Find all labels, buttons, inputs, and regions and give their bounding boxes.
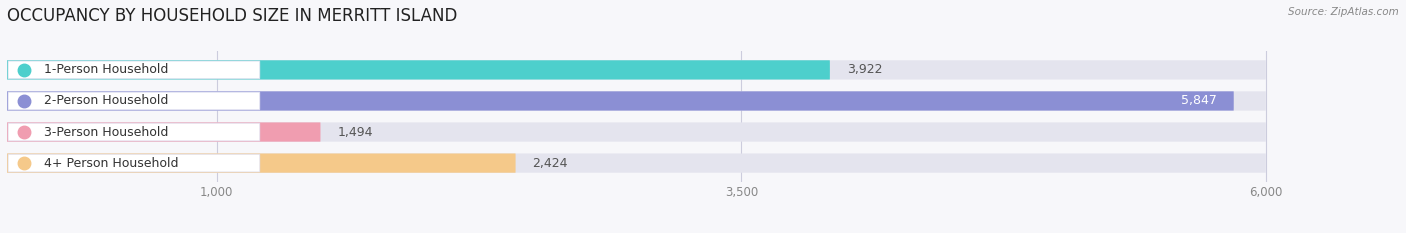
- Text: 4+ Person Household: 4+ Person Household: [44, 157, 179, 170]
- FancyBboxPatch shape: [7, 122, 1265, 142]
- FancyBboxPatch shape: [7, 154, 1265, 173]
- FancyBboxPatch shape: [7, 91, 1233, 111]
- Text: 2,424: 2,424: [533, 157, 568, 170]
- Text: Source: ZipAtlas.com: Source: ZipAtlas.com: [1288, 7, 1399, 17]
- FancyBboxPatch shape: [8, 154, 260, 172]
- FancyBboxPatch shape: [7, 60, 830, 79]
- FancyBboxPatch shape: [7, 91, 1265, 111]
- FancyBboxPatch shape: [8, 92, 260, 110]
- FancyBboxPatch shape: [7, 154, 516, 173]
- FancyBboxPatch shape: [8, 123, 260, 141]
- Text: 3,922: 3,922: [846, 63, 882, 76]
- Text: 5,847: 5,847: [1181, 94, 1218, 107]
- Text: OCCUPANCY BY HOUSEHOLD SIZE IN MERRITT ISLAND: OCCUPANCY BY HOUSEHOLD SIZE IN MERRITT I…: [7, 7, 457, 25]
- Text: 1,494: 1,494: [337, 126, 373, 139]
- Text: 1-Person Household: 1-Person Household: [44, 63, 169, 76]
- FancyBboxPatch shape: [7, 122, 321, 142]
- FancyBboxPatch shape: [8, 61, 260, 79]
- Text: 3-Person Household: 3-Person Household: [44, 126, 169, 139]
- FancyBboxPatch shape: [7, 60, 1265, 79]
- Text: 2-Person Household: 2-Person Household: [44, 94, 169, 107]
